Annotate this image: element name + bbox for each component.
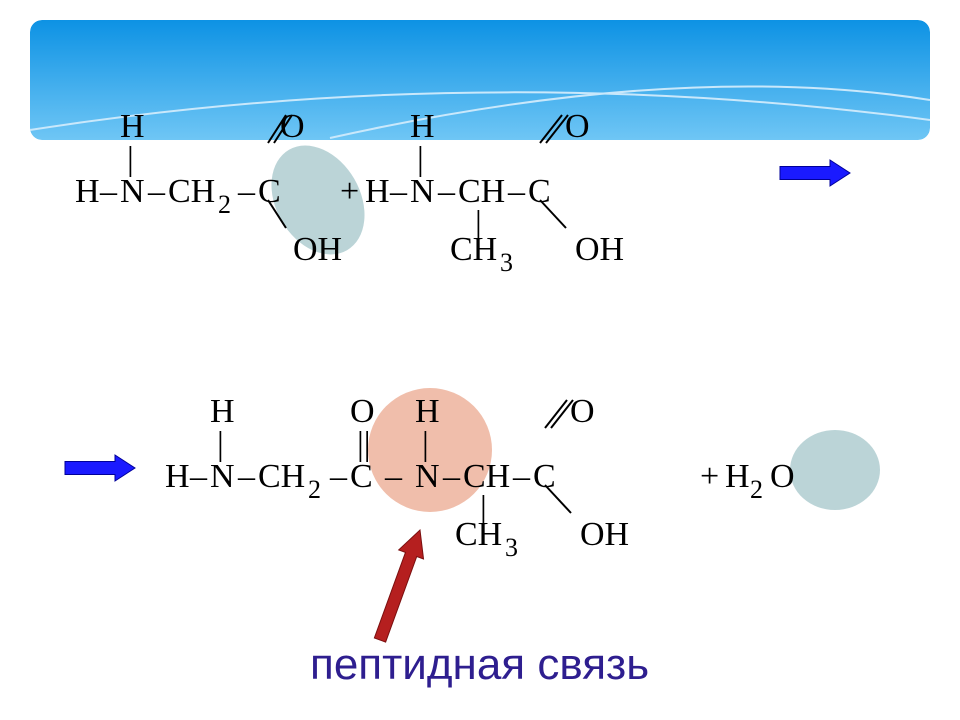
chem-text: 2 (308, 477, 321, 503)
highlight-water (790, 430, 880, 510)
chem-text: H (725, 460, 750, 494)
chem-text: – (390, 175, 407, 209)
chem-text: | (417, 143, 424, 177)
arrow-right-top (780, 160, 850, 186)
chem-text: N (415, 460, 440, 494)
chem-text: – (330, 460, 347, 494)
chem-text: 3 (505, 535, 518, 561)
chem-text: + (700, 460, 719, 494)
chem-text: CH (458, 175, 505, 209)
chem-text: – (443, 460, 460, 494)
chem-text: + (340, 175, 359, 209)
chem-text: H (410, 110, 435, 144)
chem-text: – (508, 175, 525, 209)
chem-text: C (533, 460, 556, 494)
chem-text: – (238, 460, 255, 494)
chem-text: – (513, 460, 530, 494)
chem-text: – (190, 460, 207, 494)
chem-text: O (570, 395, 595, 429)
chem-text: CH (463, 460, 510, 494)
banner (30, 20, 930, 140)
chem-text: OH (293, 233, 342, 267)
arrow-red-pointer (374, 530, 423, 642)
chem-text: – (438, 175, 455, 209)
chem-text: C (258, 175, 281, 209)
chem-text: H (165, 460, 190, 494)
chem-text: | (480, 492, 487, 526)
chem-text: 2 (750, 477, 763, 503)
chem-text: 3 (500, 250, 513, 276)
chem-text: | (422, 428, 429, 462)
chem-text: OH (580, 518, 629, 552)
diagram-stage: H–N–CH2–C+H–N–CH–CH|OH|OOHCH3|OHH–N–CH2–… (0, 0, 960, 720)
chem-text: CH (450, 233, 497, 267)
caption-peptide-bond: пептидная связь (310, 640, 649, 690)
chem-text: H (75, 175, 100, 209)
chem-text: N (120, 175, 145, 209)
chem-text: CH (258, 460, 305, 494)
chem-text: O (770, 460, 795, 494)
chem-text: O (565, 110, 590, 144)
chem-text: – (385, 460, 402, 494)
chem-text: H (210, 395, 235, 429)
chem-text: H (120, 110, 145, 144)
chem-text: C (350, 460, 373, 494)
chem-text: OH (575, 233, 624, 267)
chem-text: | (475, 207, 482, 241)
chem-text: O (280, 110, 305, 144)
chem-text: – (238, 175, 255, 209)
arrow-right-bottom (65, 455, 135, 481)
chem-text: N (410, 175, 435, 209)
chem-text: H (415, 395, 440, 429)
chem-text: | (217, 428, 224, 462)
chem-text: N (210, 460, 235, 494)
chem-text: O (350, 395, 375, 429)
chem-text: || (357, 428, 371, 462)
chem-text: C (528, 175, 551, 209)
chem-text: CH (168, 175, 215, 209)
chem-text: CH (455, 518, 502, 552)
chem-text: | (127, 143, 134, 177)
chem-text: 2 (218, 192, 231, 218)
chem-text: H (365, 175, 390, 209)
chem-text: – (100, 175, 117, 209)
banner-svg (30, 20, 930, 140)
chem-text: – (148, 175, 165, 209)
